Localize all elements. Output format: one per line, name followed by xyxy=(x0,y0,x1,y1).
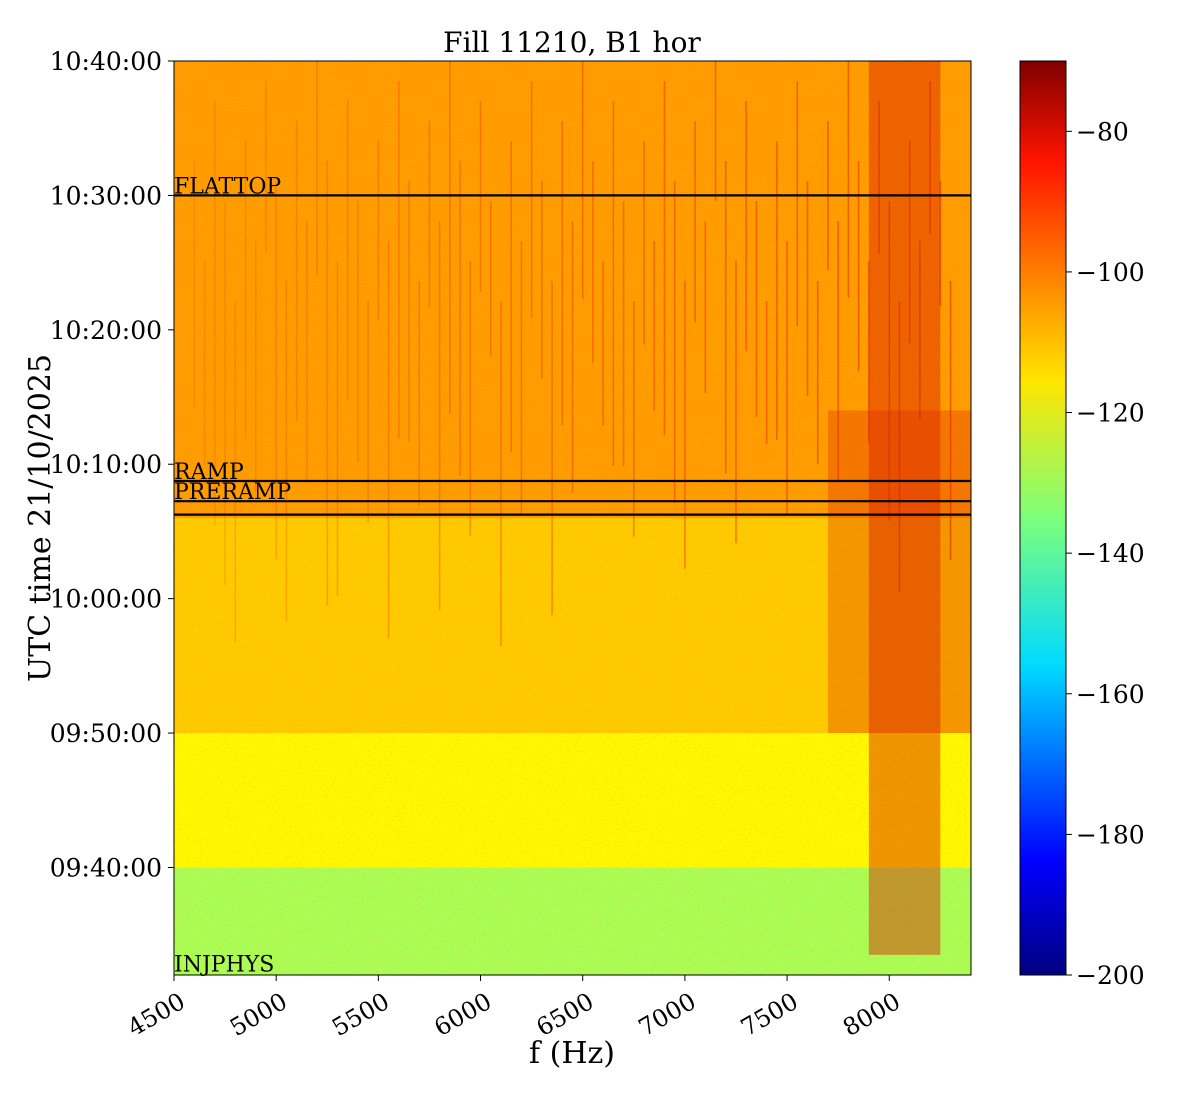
colorbar-tick-label: −160 xyxy=(1076,680,1145,709)
x-tick-label: 5000 xyxy=(225,987,292,1042)
plot-frame xyxy=(173,60,972,976)
high-frequency-hot-zone xyxy=(868,61,941,955)
x-tick-label: 8000 xyxy=(838,987,905,1042)
y-tick-label: 09:50:00 xyxy=(50,719,162,748)
colorbar-tick-label: −140 xyxy=(1076,539,1145,568)
noise-texture xyxy=(174,61,971,975)
colorbar xyxy=(1019,60,1067,976)
x-axis-label: f (Hz) xyxy=(529,1036,615,1071)
y-tick-label: 10:20:00 xyxy=(50,316,162,345)
y-tick-label: 10:40:00 xyxy=(50,47,162,76)
x-tick-label: 7000 xyxy=(634,987,701,1042)
colorbar-tick-label: −120 xyxy=(1076,399,1145,428)
x-tick-label: 5500 xyxy=(327,987,394,1042)
colorbar-tick-label: −100 xyxy=(1076,258,1145,287)
phase-label: FLATTOP xyxy=(174,174,281,199)
colorbar-tick-label: −180 xyxy=(1076,820,1145,849)
chart-title: Fill 11210, B1 hor xyxy=(443,26,701,59)
x-tick-label: 6000 xyxy=(429,987,496,1042)
y-tick-label: 10:10:00 xyxy=(50,450,162,479)
colorbar-tick-label: −200 xyxy=(1076,961,1145,990)
y-axis-label: UTC time 21/10/2025 xyxy=(23,354,58,682)
x-tick-label: 4500 xyxy=(123,987,190,1042)
phase-label: INJPHYS xyxy=(174,953,274,978)
y-tick-label: 09:40:00 xyxy=(50,853,162,882)
y-tick-label: 10:30:00 xyxy=(50,181,162,210)
phase-label: PRERAMP xyxy=(174,480,291,505)
y-tick-label: 10:00:00 xyxy=(50,585,162,614)
high-frequency-hot-zone xyxy=(827,410,971,734)
plot-area xyxy=(174,61,971,975)
colorbar-tick-label: −80 xyxy=(1076,117,1129,146)
phase-label: RAMP xyxy=(174,460,244,485)
x-tick-label: 7500 xyxy=(736,987,803,1042)
x-tick-label: 6500 xyxy=(532,987,599,1042)
